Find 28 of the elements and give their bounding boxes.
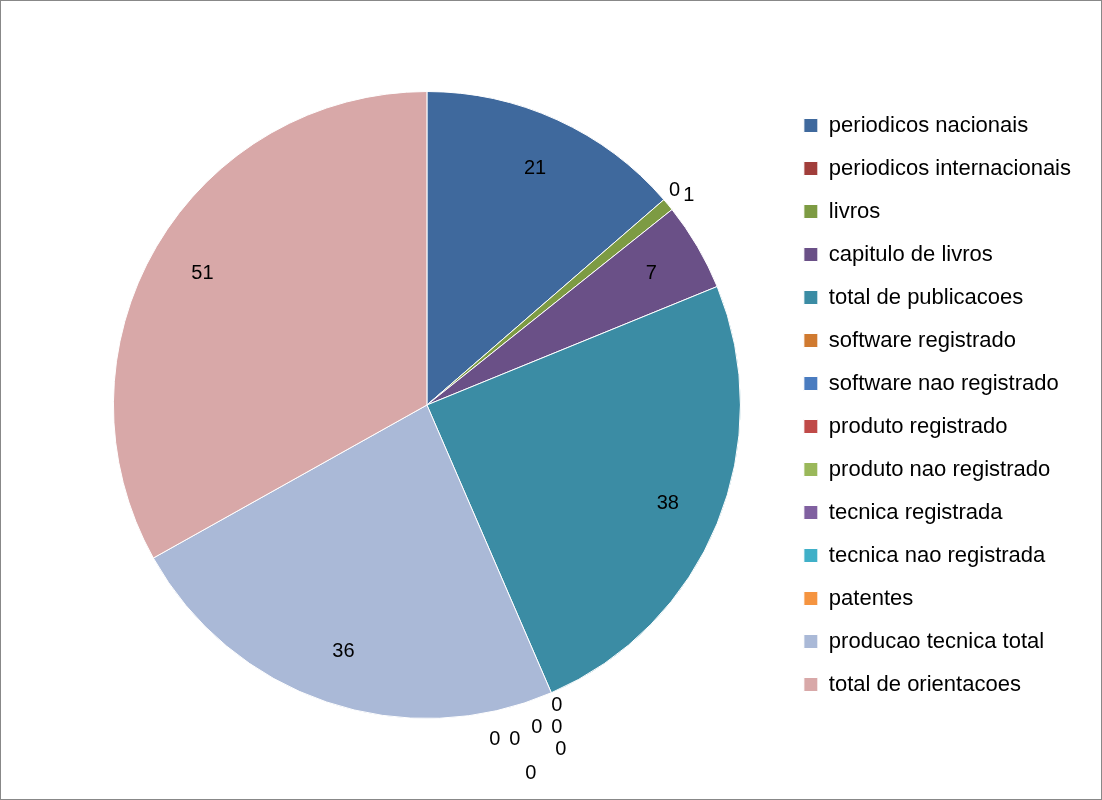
data-label: 38 <box>656 490 679 513</box>
data-label: 7 <box>645 260 657 283</box>
text: 0 <box>525 761 537 784</box>
data-label: 36 <box>332 638 355 661</box>
legend-label: tecnica nao registrada <box>828 541 1047 567</box>
text: 0 <box>551 693 563 716</box>
legend-label: patentes <box>828 584 914 610</box>
legend-label: total de orientacoes <box>828 670 1021 696</box>
text: 0 <box>551 715 563 738</box>
legend-label: producao tecnica total <box>828 627 1045 653</box>
text: 0 <box>555 737 567 760</box>
data-label: 51 <box>191 260 214 283</box>
legend-label: produto registrado <box>828 412 1008 438</box>
legend-label: software registrado <box>828 326 1016 352</box>
text: 0 <box>668 178 680 201</box>
legend-label: produto nao registrado <box>828 455 1051 481</box>
legend-label: livros <box>828 197 881 223</box>
legend-label: periodicos internacionais <box>828 154 1071 180</box>
legend-label: periodicos nacionais <box>828 111 1029 137</box>
legend-label: capitulo de livros <box>828 240 993 266</box>
legend-label: software nao registrado <box>828 369 1059 395</box>
legend-label: tecnica registrada <box>828 498 1004 524</box>
legend-label: total de publicacoes <box>828 283 1024 309</box>
text: 0 <box>489 727 501 750</box>
data-label: 1 <box>683 183 695 206</box>
text: 0 <box>509 727 521 750</box>
data-label: 21 <box>523 155 547 178</box>
text: 0 <box>531 715 543 738</box>
